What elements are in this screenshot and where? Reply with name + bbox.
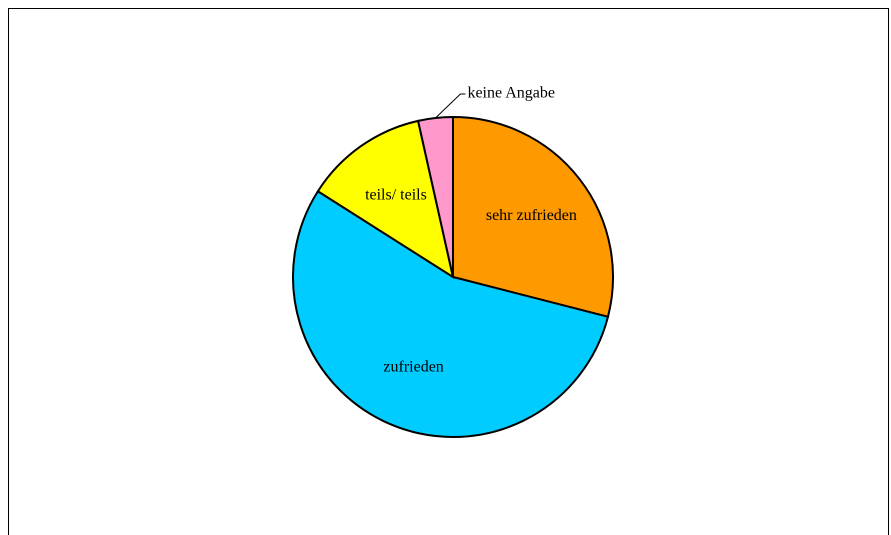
slice-label: keine Angabe [467,85,555,102]
pie-slice [316,119,455,280]
leader-line [435,93,466,119]
slice-label: teils/ teils [365,187,427,204]
pie-slice [292,189,610,438]
slice-label: zufrieden [383,359,443,376]
pie-slice [452,115,614,319]
slice-label: sehr zufrieden [486,207,577,224]
